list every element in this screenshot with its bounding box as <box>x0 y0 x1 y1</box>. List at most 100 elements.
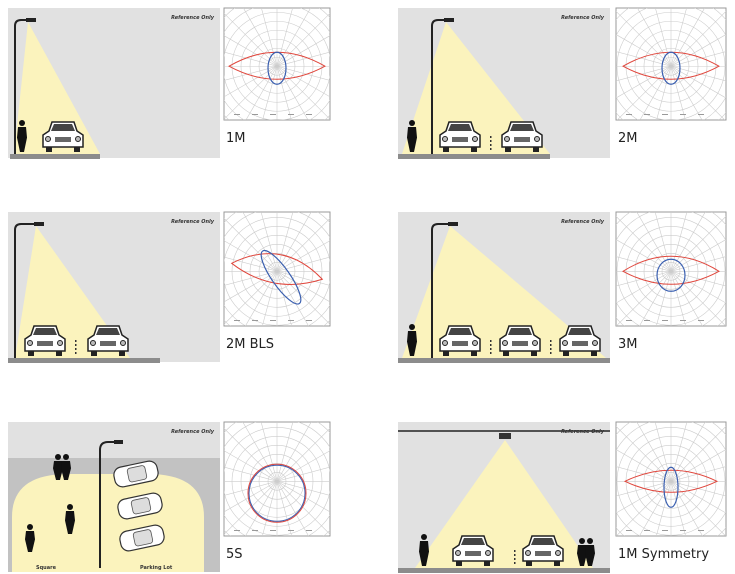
polar-spoke <box>224 256 330 286</box>
person-head <box>579 538 585 544</box>
person-head <box>19 120 25 126</box>
car-wheel <box>526 560 532 566</box>
polar-scale-tick <box>252 320 258 321</box>
lane-mark <box>550 352 552 354</box>
polar-scale-tick <box>662 114 668 115</box>
reference-note: Reference Only <box>171 219 215 225</box>
car-lamp <box>442 136 448 142</box>
car-windshield <box>568 328 592 335</box>
lane-mark <box>75 348 77 350</box>
person-body <box>419 541 429 566</box>
lane-mark <box>75 340 77 342</box>
polar-scale-tick <box>698 320 704 321</box>
ground <box>398 154 550 159</box>
area-label: Square <box>36 565 57 571</box>
curve-c0 <box>623 469 719 493</box>
reference-note: Reference Only <box>561 429 605 435</box>
curve-c90 <box>267 51 287 85</box>
polar-spoke <box>616 256 726 287</box>
polar-scale-tick <box>662 320 668 321</box>
car-wheel <box>46 146 52 152</box>
panel: Reference Only 1M <box>8 7 331 159</box>
car-grille <box>514 137 530 142</box>
car-wheel <box>503 350 509 356</box>
reference-note: Reference Only <box>171 429 215 435</box>
car-wheel <box>443 146 449 152</box>
lamp-head <box>444 18 454 22</box>
polar-spoke <box>224 466 330 496</box>
distribution-label: 5S <box>226 547 243 562</box>
pole <box>14 19 28 154</box>
panel: Reference Only 2M <box>398 7 727 159</box>
car-lamp <box>532 340 538 346</box>
light-beam <box>402 226 606 358</box>
distribution-label: 3M <box>618 337 638 352</box>
polar-scale-tick <box>662 530 668 531</box>
car-grille <box>452 137 468 142</box>
pole <box>14 223 36 358</box>
pole <box>431 223 450 358</box>
person-head <box>67 504 73 510</box>
lane-mark <box>550 340 552 342</box>
car-lamp <box>442 340 448 346</box>
panel: Reference Only 1M Symmetry <box>398 421 727 573</box>
light-beam <box>14 22 100 154</box>
area-label: Parking Lot <box>140 565 173 571</box>
car-lamp <box>534 136 540 142</box>
car-grille <box>572 341 588 346</box>
car-grille <box>55 137 71 142</box>
panel: Reference Only 2M BLS <box>8 211 331 363</box>
polar-scale-tick <box>644 320 650 321</box>
car-lamp <box>555 550 561 556</box>
reference-note: Reference Only <box>561 15 605 21</box>
polar-grid <box>616 8 726 120</box>
lane-mark <box>490 136 492 138</box>
curve-c0 <box>227 51 327 80</box>
lane-mark <box>514 562 516 564</box>
car-windshield <box>508 328 532 335</box>
curve-c90 <box>663 466 679 508</box>
person-body <box>53 461 63 480</box>
polar-grid <box>616 212 726 326</box>
car-lamp <box>27 340 33 346</box>
pole <box>99 441 116 568</box>
car-wheel <box>505 146 511 152</box>
person-body <box>25 531 35 552</box>
person-head <box>421 534 427 540</box>
curve-c90 <box>260 249 302 305</box>
polar-scale-tick <box>234 114 240 115</box>
car-windshield <box>448 328 472 335</box>
distribution-label: 2M BLS <box>226 337 274 352</box>
polar-scale-tick <box>234 530 240 531</box>
car-grille <box>100 341 116 346</box>
lane-mark <box>490 140 492 142</box>
polar-grid <box>616 422 726 536</box>
car-windshield <box>531 538 555 545</box>
car-grille <box>512 341 528 346</box>
polar-scale-tick <box>680 320 686 321</box>
polar-scale-tick <box>680 114 686 115</box>
car-lamp <box>472 136 478 142</box>
car-wheel <box>119 350 125 356</box>
polar-scale-tick <box>680 530 686 531</box>
person-head <box>63 454 69 460</box>
car-lamp <box>472 340 478 346</box>
lamp-head <box>499 433 511 439</box>
parked-car-roof <box>130 497 152 515</box>
distribution-label: 1M <box>226 131 246 146</box>
car-windshield <box>461 538 485 545</box>
car-wheel <box>74 146 80 152</box>
polar-scale-tick <box>252 114 258 115</box>
polar-scale-tick <box>306 530 312 531</box>
car-grille <box>465 551 481 556</box>
car-lamp <box>525 550 531 556</box>
polar-scale-tick <box>288 320 294 321</box>
polar-scale-tick <box>288 114 294 115</box>
car-lamp <box>562 340 568 346</box>
pole <box>431 19 446 154</box>
reference-note: Reference Only <box>561 219 605 225</box>
polar-grid <box>224 8 330 120</box>
polar-scale-tick <box>644 530 650 531</box>
polar-scale-tick <box>698 530 704 531</box>
car-windshield <box>510 124 534 131</box>
